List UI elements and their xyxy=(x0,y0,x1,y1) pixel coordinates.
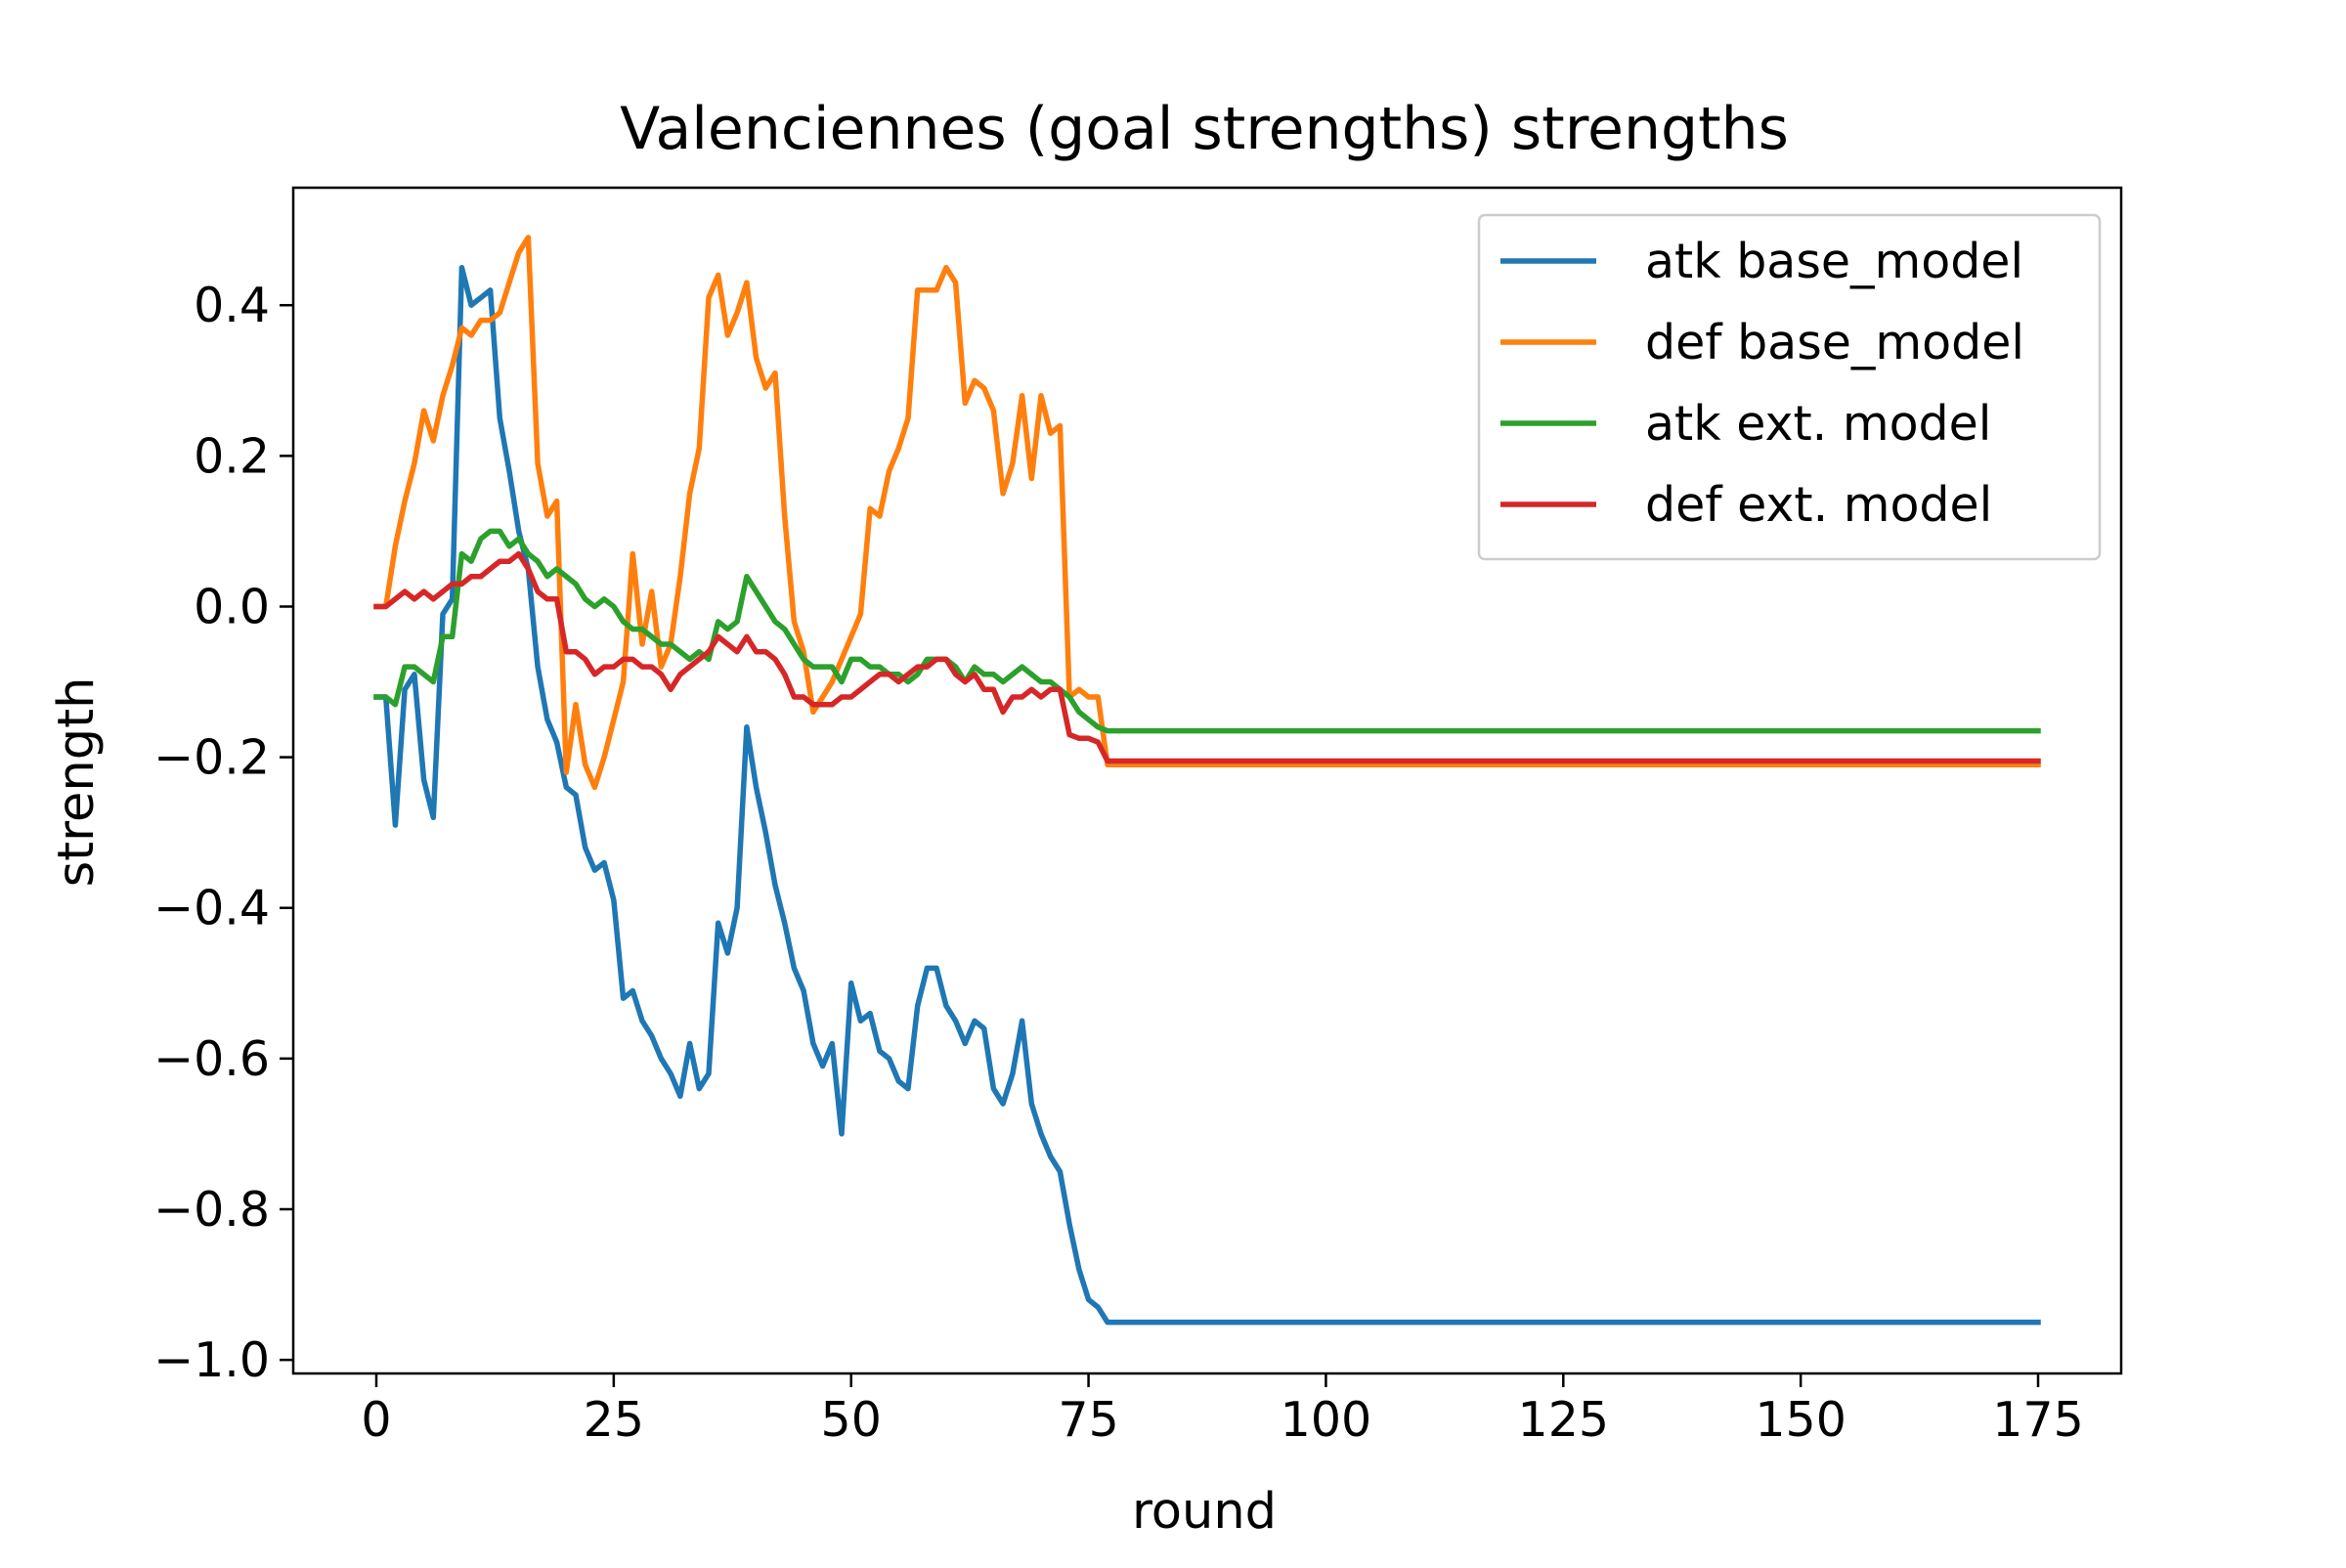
y-tick-label: −0.2 xyxy=(153,730,270,786)
y-tick-label: −0.6 xyxy=(153,1031,270,1087)
x-tick-label: 100 xyxy=(1281,1392,1372,1448)
legend-label-3: def ext. model xyxy=(1645,477,1992,533)
series-line-2 xyxy=(373,528,2041,734)
y-tick-label: −0.8 xyxy=(153,1182,270,1238)
x-tick-label: 125 xyxy=(1518,1392,1610,1448)
x-tick-label: 25 xyxy=(584,1392,644,1448)
x-tick-label: 0 xyxy=(361,1392,391,1448)
x-tick-label: 50 xyxy=(821,1392,882,1448)
x-tick-label: 175 xyxy=(1992,1392,2084,1448)
plot-frame xyxy=(291,186,2123,1375)
y-axis-label: strength xyxy=(48,677,106,888)
chart-title: Valenciennes (goal strengths) strengths xyxy=(620,95,1789,163)
legend-label-0: atk base_model xyxy=(1645,234,2023,289)
series-line-1 xyxy=(373,235,2041,791)
y-tick-label: 0.0 xyxy=(194,579,270,634)
x-axis-label: round xyxy=(1132,1483,1277,1541)
legend-box xyxy=(1477,213,2102,561)
series-line-0 xyxy=(373,264,2041,1326)
legend-label-2: atk ext. model xyxy=(1645,396,1991,452)
y-tick-label: 0.2 xyxy=(194,428,270,484)
x-tick-label: 150 xyxy=(1755,1392,1846,1448)
y-tick-label: −1.0 xyxy=(153,1332,270,1388)
y-tick-label: −0.4 xyxy=(153,881,270,936)
y-tick-label: 0.4 xyxy=(194,278,270,333)
series-line-3 xyxy=(373,550,2041,764)
x-tick-label: 75 xyxy=(1058,1392,1118,1448)
legend-label-1: def base_model xyxy=(1645,315,2024,370)
